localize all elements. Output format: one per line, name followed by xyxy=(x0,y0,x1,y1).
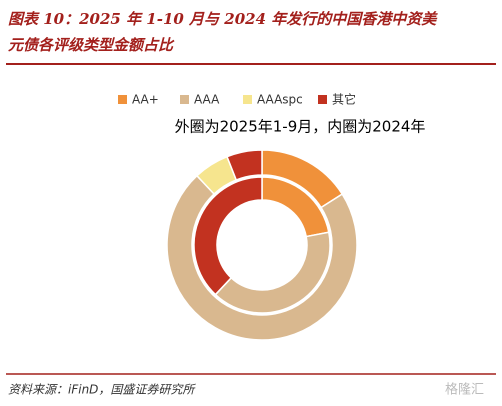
legend-label: AAA xyxy=(194,93,220,107)
ring-segment xyxy=(193,176,263,296)
legend-swatch xyxy=(318,95,327,104)
title-line: 元债各评级类型金额占比 xyxy=(8,36,175,54)
legend-swatch xyxy=(180,95,189,104)
ring-segment xyxy=(226,149,263,181)
watermark: 格隆汇 xyxy=(445,382,484,398)
source: 资料来源：iFinD，国盛证券研究所 xyxy=(8,383,196,397)
legend-label: 其它 xyxy=(332,92,356,107)
subtitle: 外圈为2025年1-9月，内圈为2024年 xyxy=(175,118,426,136)
legend-swatch xyxy=(118,95,127,104)
legend-swatch xyxy=(243,95,252,104)
ring-segment xyxy=(166,174,358,341)
title-line: 图表 10：2025 年 1-10 月与 2024 年发行的中国香港中资美 xyxy=(8,10,438,28)
legend-label: AA+ xyxy=(132,93,159,107)
legend-label: AAAspc xyxy=(257,93,303,107)
